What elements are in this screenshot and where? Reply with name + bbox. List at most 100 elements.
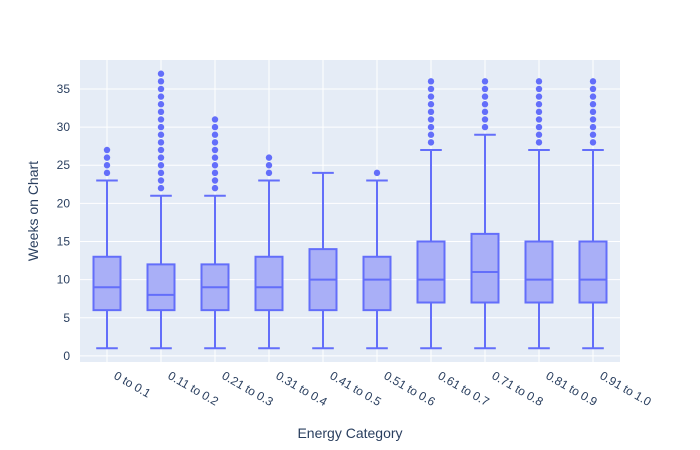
iqr-box: [362, 255, 392, 312]
outlier-point: [535, 78, 543, 85]
outlier-point: [589, 101, 597, 108]
box-series: [92, 70, 608, 350]
outlier-point: [157, 85, 165, 93]
y-tick-label: 5: [63, 311, 70, 325]
outlier-point: [481, 85, 489, 93]
outlier-point: [427, 131, 435, 138]
outlier-point: [211, 139, 219, 146]
outlier-point: [211, 162, 219, 169]
outlier-point: [373, 169, 381, 177]
y-tick-label: 25: [57, 158, 71, 172]
box-3: [200, 116, 230, 350]
box-8: [470, 78, 500, 350]
outlier-point: [481, 108, 489, 116]
iqr-box: [146, 263, 176, 312]
x-tick-label: 0.51 to 0.6: [382, 368, 438, 409]
y-axis-title: Weeks on Chart: [25, 161, 41, 261]
y-tick-label: 20: [57, 196, 71, 210]
box-1: [92, 146, 122, 350]
outlier-point: [535, 139, 543, 146]
x-tick-label: 0 to 0.1: [112, 368, 154, 400]
outlier-point: [535, 116, 543, 123]
outlier-point: [157, 146, 165, 154]
y-tick-label: 30: [57, 120, 71, 134]
outlier-point: [481, 78, 489, 85]
x-tick-label: 0.11 to 0.2: [166, 368, 222, 408]
outlier-point: [481, 93, 489, 100]
x-tick-label: 0.81 to 0.9: [544, 368, 600, 409]
outlier-point: [103, 162, 111, 169]
iqr-box: [470, 232, 500, 304]
iqr-box: [92, 255, 122, 312]
outlier-point: [589, 108, 597, 116]
outlier-point: [157, 184, 165, 192]
x-tick-label: 0.41 to 0.5: [328, 368, 384, 409]
outlier-point: [211, 131, 219, 138]
y-tick-label: 35: [57, 82, 71, 96]
outlier-point: [157, 78, 165, 85]
box-5: [308, 171, 338, 350]
x-tick-label: 0.61 to 0.7: [436, 368, 492, 409]
outlier-point: [535, 123, 543, 131]
outlier-point: [157, 116, 165, 123]
outlier-point: [103, 154, 111, 161]
outlier-point: [157, 154, 165, 161]
iqr-box: [578, 240, 608, 304]
iqr-box: [254, 255, 284, 312]
outlier-point: [427, 108, 435, 116]
outlier-point: [589, 139, 597, 146]
outlier-point: [589, 131, 597, 138]
outlier-point: [265, 154, 273, 161]
outlier-point: [211, 177, 219, 184]
x-tick-label: 0.71 to 0.8: [490, 368, 546, 409]
y-axis-ticks: 0 5 10 15 20 25 30 35: [57, 82, 71, 363]
outlier-point: [157, 169, 165, 177]
box-4: [254, 154, 284, 350]
outlier-point: [589, 116, 597, 123]
outlier-point: [103, 146, 111, 154]
outlier-point: [427, 78, 435, 85]
outlier-point: [157, 123, 165, 131]
outlier-point: [535, 101, 543, 108]
outlier-point: [157, 70, 165, 77]
iqr-box: [524, 240, 554, 304]
iqr-box: [416, 240, 446, 304]
outlier-point: [211, 116, 219, 123]
box-2: [146, 70, 176, 350]
outlier-point: [157, 101, 165, 108]
outlier-point: [535, 85, 543, 93]
outlier-point: [211, 169, 219, 177]
outlier-point: [157, 177, 165, 184]
outlier-point: [589, 78, 597, 85]
y-tick-label: 15: [57, 235, 71, 249]
box-7: [416, 78, 446, 350]
outlier-point: [211, 146, 219, 154]
x-axis-ticks: 0 to 0.1 0.11 to 0.20.21 to 0.30.31 to 0.…: [112, 368, 654, 409]
box-10: [578, 78, 608, 350]
outlier-point: [427, 85, 435, 93]
outlier-point: [265, 169, 273, 177]
box-9: [524, 78, 554, 350]
plot-area: [80, 60, 620, 362]
outlier-point: [157, 139, 165, 146]
outlier-point: [535, 108, 543, 116]
y-tick-label: 0: [63, 349, 70, 363]
outlier-point: [589, 85, 597, 93]
outlier-point: [427, 123, 435, 131]
outlier-point: [157, 93, 165, 100]
outlier-point: [481, 123, 489, 131]
x-tick-label: 0.91 to 1.0: [598, 368, 654, 409]
outlier-point: [157, 162, 165, 169]
outlier-point: [589, 123, 597, 131]
outlier-point: [157, 108, 165, 116]
box-6: [362, 169, 392, 350]
outlier-point: [211, 184, 219, 192]
outlier-point: [589, 93, 597, 100]
outlier-point: [103, 169, 111, 177]
outlier-point: [535, 131, 543, 138]
outlier-point: [481, 101, 489, 108]
x-tick-label: 0.21 to 0.3: [220, 368, 276, 409]
outlier-point: [535, 93, 543, 100]
x-tick-label: 0.31 to 0.4: [274, 368, 330, 409]
